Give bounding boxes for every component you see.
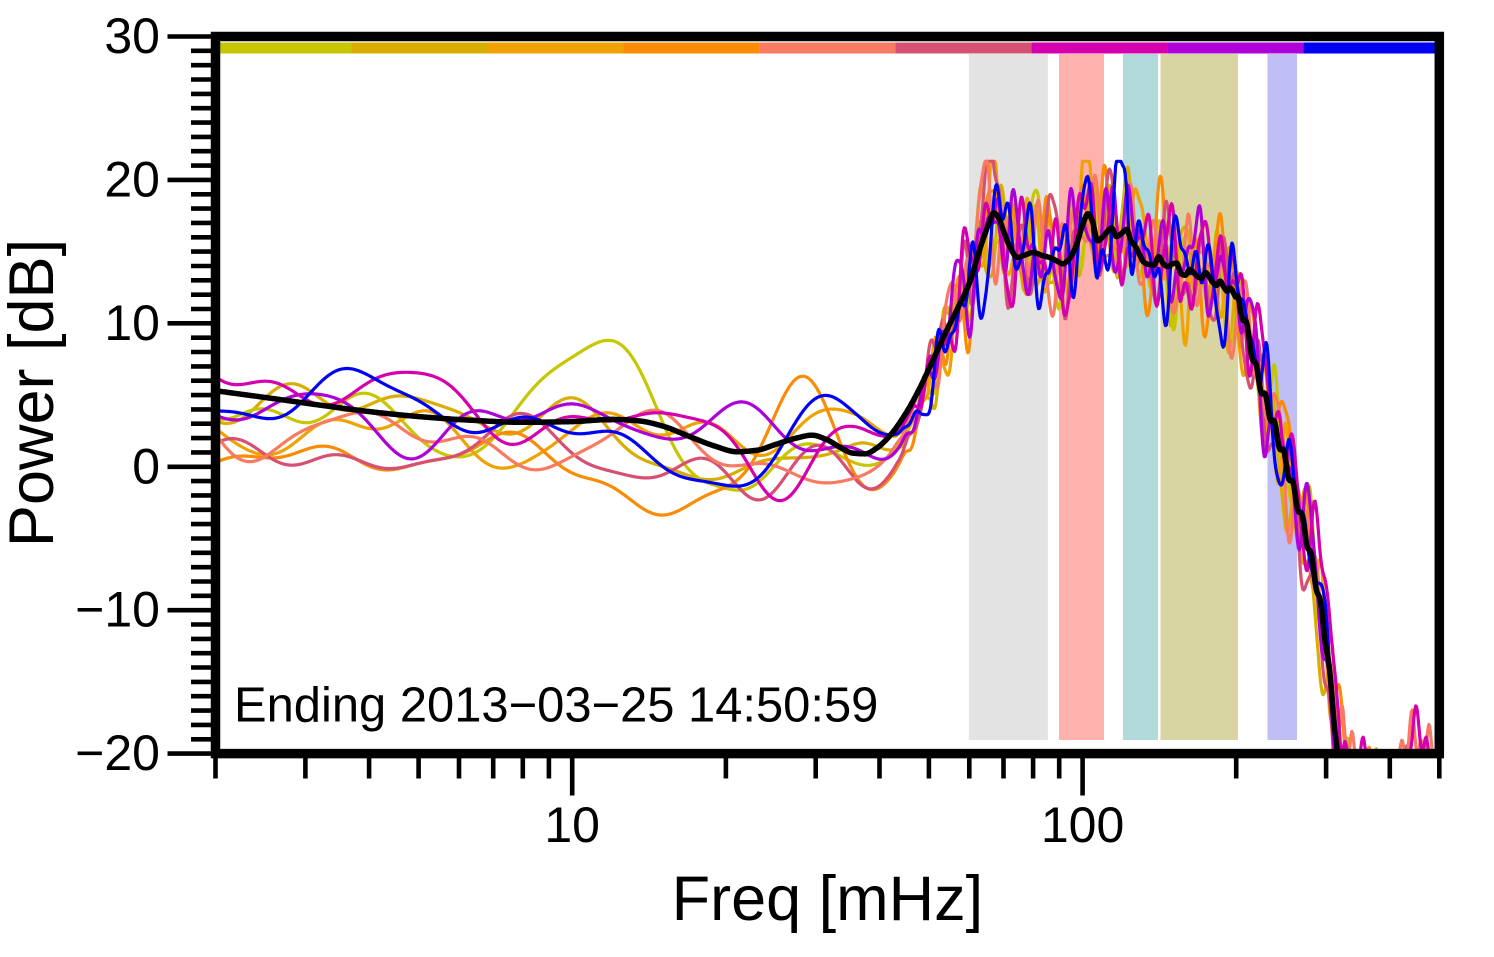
svg-text:10: 10 bbox=[104, 295, 160, 351]
svg-text:10: 10 bbox=[544, 797, 600, 853]
svg-text:Freq [mHz]: Freq [mHz] bbox=[672, 864, 984, 934]
svg-text:20: 20 bbox=[104, 151, 160, 207]
svg-text:−20: −20 bbox=[75, 725, 160, 781]
svg-text:0: 0 bbox=[132, 438, 160, 494]
svg-text:Power [dB]: Power [dB] bbox=[0, 239, 67, 547]
svg-text:Ending 2013−03−25 14:50:59: Ending 2013−03−25 14:50:59 bbox=[234, 679, 878, 733]
svg-text:30: 30 bbox=[104, 8, 160, 64]
svg-text:100: 100 bbox=[1041, 797, 1124, 853]
svg-text:−10: −10 bbox=[75, 582, 160, 638]
